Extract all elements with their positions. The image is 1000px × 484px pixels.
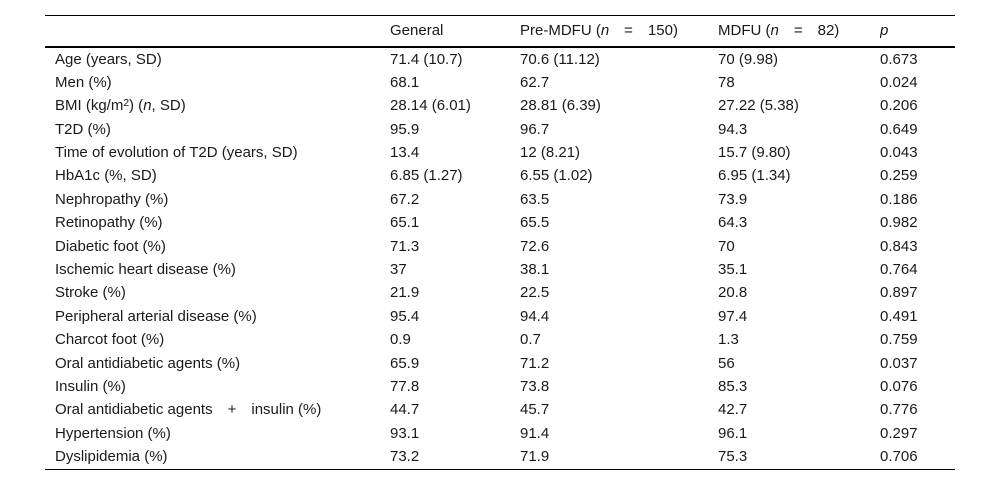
data-cell: 0.297	[880, 424, 918, 442]
data-cell: 78	[718, 73, 735, 91]
row-label: Age (years, SD)	[55, 50, 162, 68]
data-cell: 0.043	[880, 144, 918, 162]
data-cell: 85.3	[718, 377, 748, 395]
data-cell: 6.55 (1.02)	[520, 167, 593, 185]
data-cell: 0.037	[880, 354, 918, 372]
row-label: Dyslipidemia (%)	[55, 448, 168, 466]
data-cell: 0.706	[880, 448, 918, 466]
data-cell: 70 (9.98)	[718, 50, 779, 68]
data-cell: 93.1	[390, 424, 420, 442]
data-cell: 0.776	[880, 401, 918, 419]
data-cell: 0.843	[880, 237, 918, 255]
data-cell: 0.7	[520, 331, 541, 349]
data-cell: 67.2	[390, 190, 420, 208]
data-cell: 6.85 (1.27)	[390, 167, 463, 185]
header-cell: Pre-MDFU (n = 150)	[520, 16, 718, 48]
data-cell: 44.7	[390, 401, 420, 419]
data-cell: 72.6	[520, 237, 550, 255]
data-cell: 0.673	[880, 50, 918, 68]
row-label: Charcot foot (%)	[55, 331, 165, 349]
data-cell: 0.9	[390, 331, 411, 349]
row-label: Insulin (%)	[55, 377, 126, 395]
data-cell: 70	[718, 237, 735, 255]
header-cell	[45, 16, 390, 48]
header-cell: General	[390, 16, 520, 48]
data-cell: 0.259	[880, 167, 918, 185]
data-cell: 0.764	[880, 261, 918, 279]
data-cell: 45.7	[520, 401, 550, 419]
data-cell: 94.4	[520, 307, 550, 325]
data-cell: 0.491	[880, 307, 918, 325]
data-cell: 0.982	[880, 214, 918, 232]
data-cell: 95.9	[390, 120, 420, 138]
row-label: Retinopathy (%)	[55, 214, 163, 232]
data-cell: 13.4	[390, 144, 420, 162]
data-cell: 20.8	[718, 284, 748, 302]
data-cell: 70.6 (11.12)	[520, 50, 600, 68]
row-label: Ischemic heart disease (%)	[55, 261, 236, 279]
data-cell: 68.1	[390, 73, 420, 91]
row-label: Time of evolution of T2D (years, SD)	[55, 144, 298, 162]
data-cell: 65.5	[520, 214, 550, 232]
data-cell: 15.7 (9.80)	[718, 144, 791, 162]
header-cell: MDFU (n = 82)	[718, 16, 880, 48]
data-cell: 71.3	[390, 237, 420, 255]
data-cell: 63.5	[520, 190, 550, 208]
data-cell: 38.1	[520, 261, 550, 279]
baseline-characteristics-table: General Pre-MDFU (n = 150) MDFU (n = 82) p A…	[45, 15, 955, 470]
data-cell: 71.2	[520, 354, 550, 372]
row-label: Stroke (%)	[55, 284, 126, 302]
data-cell: 91.4	[520, 424, 550, 442]
data-cell: 73.9	[718, 190, 748, 208]
row-label: Diabetic foot (%)	[55, 237, 166, 255]
data-cell: 35.1	[718, 261, 748, 279]
header-cell: p	[880, 16, 955, 48]
data-cell: 73.8	[520, 377, 550, 395]
data-cell: 56	[718, 354, 735, 372]
data-cell: 1.3	[718, 331, 739, 349]
row-label: Oral antidiabetic agents + insulin (%)	[55, 401, 322, 419]
data-cell: 42.7	[718, 401, 748, 419]
row-label: Nephropathy (%)	[55, 190, 169, 208]
data-cell: 73.2	[390, 448, 420, 466]
row-label: Oral antidiabetic agents (%)	[55, 354, 241, 372]
data-cell: 28.14 (6.01)	[390, 97, 471, 115]
data-cell: 22.5	[520, 284, 550, 302]
data-cell: 37	[390, 261, 407, 279]
row-label: Hypertension (%)	[55, 424, 171, 442]
row-label: T2D (%)	[55, 120, 111, 138]
data-cell: 94.3	[718, 120, 748, 138]
data-cell: 96.1	[718, 424, 748, 442]
data-cell: 28.81 (6.39)	[520, 97, 601, 115]
row-label: Men (%)	[55, 73, 112, 91]
data-cell: 0.076	[880, 377, 918, 395]
data-cell: 21.9	[390, 284, 420, 302]
data-cell: 64.3	[718, 214, 748, 232]
data-cell: 0.897	[880, 284, 918, 302]
data-cell: 71.9	[520, 448, 550, 466]
row-label: BMI (kg/m2) (n, SD)	[55, 97, 186, 115]
data-cell: 0.649	[880, 120, 918, 138]
row-label: HbA1c (%, SD)	[55, 167, 157, 185]
data-cell: 0.186	[880, 190, 918, 208]
data-cell: 12 (8.21)	[520, 144, 581, 162]
data-cell: 62.7	[520, 73, 550, 91]
data-cell: 0.024	[880, 73, 918, 91]
data-cell: 27.22 (5.38)	[718, 97, 799, 115]
data-cell: 65.1	[390, 214, 420, 232]
data-cell: 0.759	[880, 331, 918, 349]
data-cell: 65.9	[390, 354, 420, 372]
data-cell: 0.206	[880, 97, 918, 115]
data-cell: 95.4	[390, 307, 420, 325]
data-cell: 97.4	[718, 307, 748, 325]
data-cell: 6.95 (1.34)	[718, 167, 791, 185]
data-cell: 71.4 (10.7)	[390, 50, 463, 68]
data-cell: 75.3	[718, 448, 748, 466]
data-cell: 96.7	[520, 120, 550, 138]
data-cell: 77.8	[390, 377, 420, 395]
row-label: Peripheral arterial disease (%)	[55, 307, 257, 325]
